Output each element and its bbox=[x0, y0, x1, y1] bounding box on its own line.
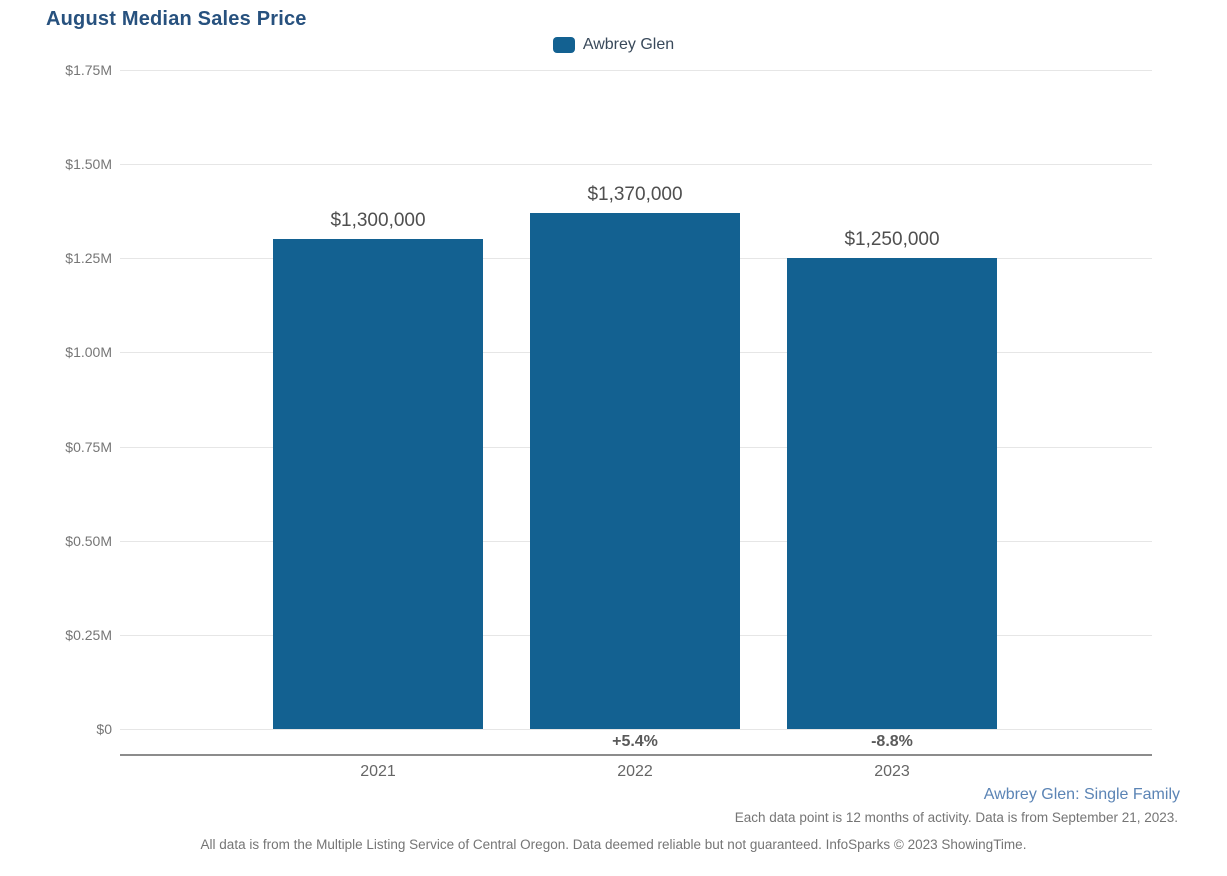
y-tick-label: $0.25M bbox=[65, 627, 112, 643]
bar-2022[interactable] bbox=[530, 213, 740, 729]
x-tick-label-2021: 2021 bbox=[360, 763, 396, 780]
y-tick-label: $1.00M bbox=[65, 344, 112, 360]
value-label-2022: $1,370,000 bbox=[587, 184, 683, 206]
footer-data-note: Each data point is 12 months of activity… bbox=[734, 810, 1178, 825]
gridline bbox=[120, 164, 1152, 165]
footer-segment-label: Awbrey Glen: Single Family bbox=[983, 786, 1180, 803]
y-tick-label: $0.75M bbox=[65, 439, 112, 455]
footer-disclaimer: All data is from the Multiple Listing Se… bbox=[200, 837, 1027, 852]
y-tick-label: $1.75M bbox=[65, 62, 112, 78]
legend: Awbrey Glen bbox=[0, 36, 1227, 54]
value-label-2021: $1,300,000 bbox=[330, 210, 426, 232]
bar-2023[interactable] bbox=[787, 258, 997, 729]
y-tick-label: $1.25M bbox=[65, 250, 112, 266]
legend-item-awbrey-glen[interactable]: Awbrey Glen bbox=[552, 36, 675, 54]
pct-change-label-2023: -8.8% bbox=[871, 733, 913, 750]
x-tick-label-2022: 2022 bbox=[617, 763, 653, 780]
y-tick-label: $0 bbox=[96, 721, 112, 737]
bar-2021[interactable] bbox=[273, 239, 483, 729]
y-tick-label: $1.50M bbox=[65, 156, 112, 172]
legend-swatch-icon bbox=[552, 37, 575, 53]
x-tick-label-2023: 2023 bbox=[874, 763, 910, 780]
legend-label: Awbrey Glen bbox=[582, 36, 675, 53]
x-axis-line bbox=[120, 754, 1152, 756]
gridline bbox=[120, 70, 1152, 71]
gridline bbox=[120, 729, 1152, 730]
value-label-2023: $1,250,000 bbox=[844, 229, 940, 251]
y-tick-label: $0.50M bbox=[65, 533, 112, 549]
chart-title: August Median Sales Price bbox=[46, 8, 307, 30]
pct-change-label-2022: +5.4% bbox=[612, 733, 658, 750]
